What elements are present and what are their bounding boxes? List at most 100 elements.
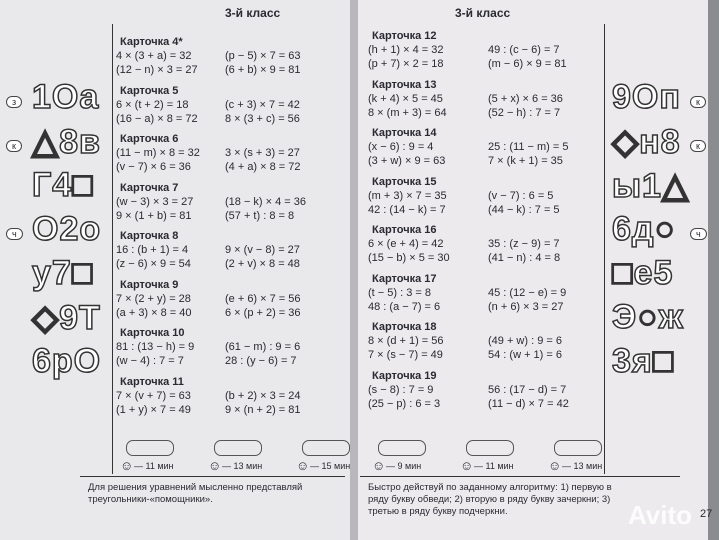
answer-box [302, 440, 350, 456]
equation: 9 × (n + 2) = 81 [225, 403, 301, 416]
equation: (t − 5) : 3 = 8 [368, 286, 431, 299]
smiley: ☺ [372, 458, 386, 473]
card-title: Карточка 8 [120, 230, 179, 242]
equation: 7 × (k + 1) = 35 [488, 155, 563, 167]
equation: (h + 1) × 4 = 32 [368, 44, 444, 56]
equation: (1 + y) × 7 = 49 [116, 403, 191, 416]
sidebar-glyphs: 9Оп [611, 77, 681, 117]
equation: (2 + v) × 8 = 48 [225, 258, 300, 270]
equation: (18 − k) × 4 = 36 [225, 195, 307, 208]
equation: (z − 6) × 9 = 54 [116, 258, 191, 270]
equation: (m − 6) × 9 = 81 [488, 58, 567, 70]
equation: 56 : (17 − d) = 7 [488, 383, 567, 396]
equation: (x − 6) : 9 = 4 [368, 141, 434, 153]
sidebar-glyphs: 1Оа [31, 77, 100, 117]
equation: 54 : (w + 1) = 6 [488, 349, 562, 361]
footer-note: Быстро действуй по заданному алгоритму: … [368, 482, 612, 517]
equation: (41 − n) : 4 = 8 [488, 252, 561, 264]
time-label: — 13 мин [562, 461, 603, 471]
equation: (3 + w) × 9 = 63 [368, 155, 446, 167]
right-page [356, 0, 708, 540]
divider [360, 476, 680, 477]
equation: (16 − a) × 8 = 72 [116, 112, 198, 125]
card-title: Карточка 4* [120, 36, 183, 48]
sidebar-glyphs: Э○ж [611, 297, 684, 337]
equation: 45 : (12 − e) = 9 [488, 286, 567, 299]
equation: (v − 7) : 6 = 5 [488, 189, 554, 202]
card-title: Карточка 9 [120, 278, 179, 291]
smiley: ☺ [548, 458, 562, 473]
equation: (m + 3) × 7 = 35 [368, 189, 447, 202]
sidebar-glyphs: у7□ [31, 253, 94, 293]
time-label: — 9 мин [386, 461, 422, 471]
equation: (6 + b) × 9 = 81 [225, 64, 301, 76]
card-title: Карточка 6 [120, 133, 179, 145]
sidebar-glyphs: ◇9Т [31, 298, 101, 338]
equation: (s − 8) : 7 = 9 [368, 383, 434, 396]
time-label: — 15 мин [310, 461, 351, 471]
equation: 35 : (z − 9) = 7 [488, 238, 560, 250]
side-tag: ч [6, 228, 23, 240]
equation: 8 × (d + 1) = 56 [368, 335, 444, 347]
answer-box [378, 440, 426, 456]
equation: (57 + t) : 8 = 8 [225, 209, 295, 222]
smiley: ☺ [296, 458, 310, 473]
sidebar-glyphs: О2о [31, 209, 102, 249]
sidebar-glyphs: ◇н8 [611, 122, 681, 162]
equation: 28 : (y − 6) = 7 [225, 355, 297, 367]
time-label: — 11 мин [474, 461, 514, 471]
equation: 8 × (3 + c) = 56 [225, 112, 300, 125]
divider [80, 476, 345, 477]
time-label: — 13 мин [222, 461, 263, 471]
page-header: 3-й класс [455, 6, 511, 20]
divider [604, 24, 605, 474]
card-title: Карточка 19 [372, 369, 437, 382]
equation: (a + 3) × 8 = 40 [116, 306, 192, 319]
sidebar-glyphs: Г4□ [31, 165, 94, 205]
equation: 4 × (3 + a) = 32 [116, 50, 192, 62]
page-header: 3-й класс [225, 6, 281, 20]
card-title: Карточка 7 [120, 181, 179, 194]
time-label: — 11 мин [134, 461, 174, 471]
footer-note: Для решения уравнений мысленно представл… [88, 482, 303, 505]
equation: (15 − b) × 5 = 30 [368, 252, 450, 264]
equation: (n + 6) × 3 = 27 [488, 300, 564, 313]
equation: 48 : (a − 7) = 6 [368, 300, 441, 313]
equation: (w − 3) × 3 = 27 [116, 195, 194, 208]
equation: 7 × (v + 7) = 63 [116, 389, 191, 402]
card-title: Карточка 17 [372, 272, 437, 285]
equation: (12 − n) × 3 = 27 [116, 64, 198, 76]
sidebar-glyphs: ы1△ [611, 166, 690, 206]
smiley: ☺ [460, 458, 474, 473]
side-tag: з [6, 96, 23, 108]
equation: (4 + a) × 8 = 72 [225, 161, 301, 173]
equation: 42 : (14 − k) = 7 [368, 203, 446, 216]
card-title: Карточка 15 [372, 175, 437, 188]
card-title: Карточка 16 [372, 224, 437, 236]
equation: (e + 6) × 7 = 56 [225, 292, 301, 305]
answer-box [126, 440, 174, 456]
equation: (61 − m) : 9 = 6 [225, 341, 301, 353]
card-title: Карточка 5 [120, 84, 179, 97]
equation: (w − 4) : 7 = 7 [116, 355, 184, 367]
equation: (p − 5) × 7 = 63 [225, 50, 301, 62]
side-tag: к [690, 140, 706, 152]
equation: (c + 3) × 7 = 42 [225, 98, 300, 111]
sidebar-glyphs: □е5 [611, 253, 674, 293]
card-title: Карточка 11 [120, 375, 184, 388]
card-title: Карточка 14 [372, 127, 437, 139]
equation: 7 × (2 + y) = 28 [116, 292, 191, 305]
watermark: Avito [628, 500, 693, 530]
equation: (5 + x) × 6 = 36 [488, 92, 563, 105]
equation: (p + 7) × 2 = 18 [368, 58, 444, 70]
sidebar-glyphs: 6рО [31, 341, 102, 381]
equation: 9 × (1 + b) = 81 [116, 209, 192, 222]
smiley: ☺ [120, 458, 134, 473]
divider [112, 24, 113, 474]
equation: (52 − h) : 7 = 7 [488, 106, 561, 119]
equation: 81 : (13 − h) = 9 [116, 341, 195, 353]
card-title: Карточка 12 [372, 30, 437, 42]
equation: 7 × (s − 7) = 49 [368, 349, 443, 361]
equation: 3 × (s + 3) = 27 [225, 147, 300, 159]
